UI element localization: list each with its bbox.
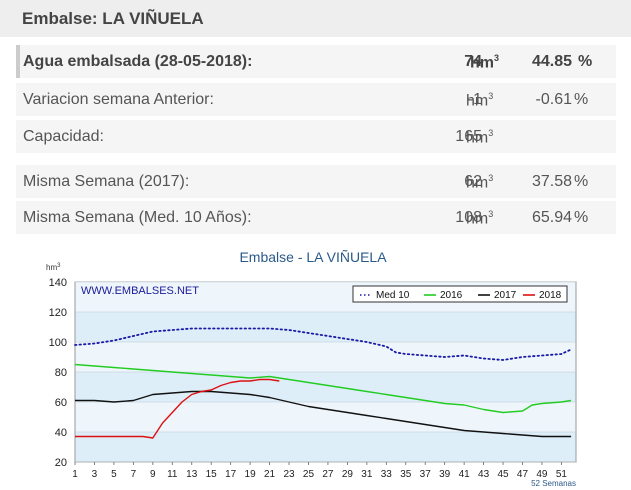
plot-band [75,342,576,372]
row-value: 74 [464,53,482,70]
row-percent-sign: % [574,209,589,226]
row-unit: hm3 [466,209,494,228]
x-tick-label: 17 [225,469,237,480]
row-misma-semana-med10: Misma Semana (Med. 10 Años): 108 hm3 65.… [16,201,616,234]
y-axis-label: hm3 [46,263,61,272]
x-tick-label: 39 [439,469,451,480]
chart-title: Embalse - LA VIÑUELA [239,249,387,265]
row-percent: 44.85 [531,53,572,70]
watermark: WWW.EMBALSES.NET [81,285,199,297]
x-tick-label: 27 [322,469,334,480]
series-line-2018 [75,378,280,439]
x-tick-label: 29 [342,469,354,480]
x-tick-label: 1 [72,469,78,480]
row-percent: 65.94 [531,209,572,226]
series-line-2017 [75,390,572,438]
x-tick-label: 43 [478,469,490,480]
series-line-med-10 [74,327,572,361]
row-percent: 37.58 [531,173,572,190]
row-label: Capacidad: [23,128,104,145]
x-tick-label: 41 [459,469,471,480]
title-bar: Embalse: LA VIÑUELA [0,0,631,37]
x-tick-label: 33 [381,469,393,480]
row-unit: hm3 [466,128,494,147]
legend-label: 2018 [539,290,562,301]
y-tick-label: 40 [55,427,67,439]
x-axis-label: 52 Semanas [531,479,576,488]
y-tick-label: 140 [49,277,67,289]
page-title: Embalse: LA VIÑUELA [22,9,204,28]
x-tick-label: 25 [303,469,315,480]
x-tick-label: 5 [111,469,117,480]
row-label: Misma Semana (2017): [23,173,190,190]
row-percent-sign: % [574,91,589,108]
row-agua-embalsada: Agua embalsada (28-05-2018): 74 hm3 44.8… [16,45,616,78]
row-unit: hm3 [466,91,494,110]
row-misma-semana-2017: Misma Semana (2017): 62 hm3 37.58 % [16,165,616,198]
y-tick-label: 60 [55,397,67,409]
row-value: 62 [464,173,482,190]
x-tick-label: 19 [245,469,257,480]
row-variacion-semana: Variacion semana Anterior: -1 hm3 -0.61 … [16,83,616,116]
x-tick-label: 49 [536,469,548,480]
reservoir-chart: Embalse - LA VIÑUELA hm3 204060801001201… [46,249,577,488]
x-tick-label: 7 [131,469,137,480]
row-percent: -0.61 [535,91,572,108]
x-tick-label: 31 [361,469,373,480]
plot-band [75,402,576,432]
y-tick-label: 20 [55,457,67,469]
legend-label: 2017 [494,290,517,301]
x-tick-label: 23 [283,469,295,480]
row-percent-sign: % [574,173,589,190]
row-value: 165 [455,128,482,145]
y-tick-label: 100 [49,337,67,349]
x-tick-label: 35 [400,469,412,480]
row-label: Agua embalsada (28-05-2018): [23,53,253,70]
series-line-2016 [74,363,572,414]
row-capacidad: Capacidad: 165 hm3 [16,120,616,153]
row-label: Misma Semana (Med. 10 Años): [23,209,252,226]
x-tick-label: 13 [186,469,198,480]
legend: Med 10 2016 2017 2018 [352,285,568,303]
y-tick-label: 120 [49,307,67,319]
x-tick-label: 9 [150,469,156,480]
x-tick-label: 37 [420,469,432,480]
row-value: 108 [455,209,482,226]
x-tick-label: 11 [167,469,178,480]
legend-label: 2016 [440,290,463,301]
row-unit: hm3 [466,173,494,192]
x-tick-label: 45 [497,469,509,480]
row-value: -1 [467,91,482,108]
row-label: Variacion semana Anterior: [23,91,214,108]
x-tick-label: 47 [517,469,529,480]
row-percent-sign: % [578,53,593,70]
x-tick-label: 3 [92,469,98,480]
x-tick-label: 15 [206,469,218,480]
x-tick-label: 21 [264,469,276,480]
x-tick-label: 51 [556,469,568,480]
y-tick-label: 80 [55,367,67,379]
legend-label: Med 10 [376,290,410,301]
row-unit: hm3 [470,53,500,72]
